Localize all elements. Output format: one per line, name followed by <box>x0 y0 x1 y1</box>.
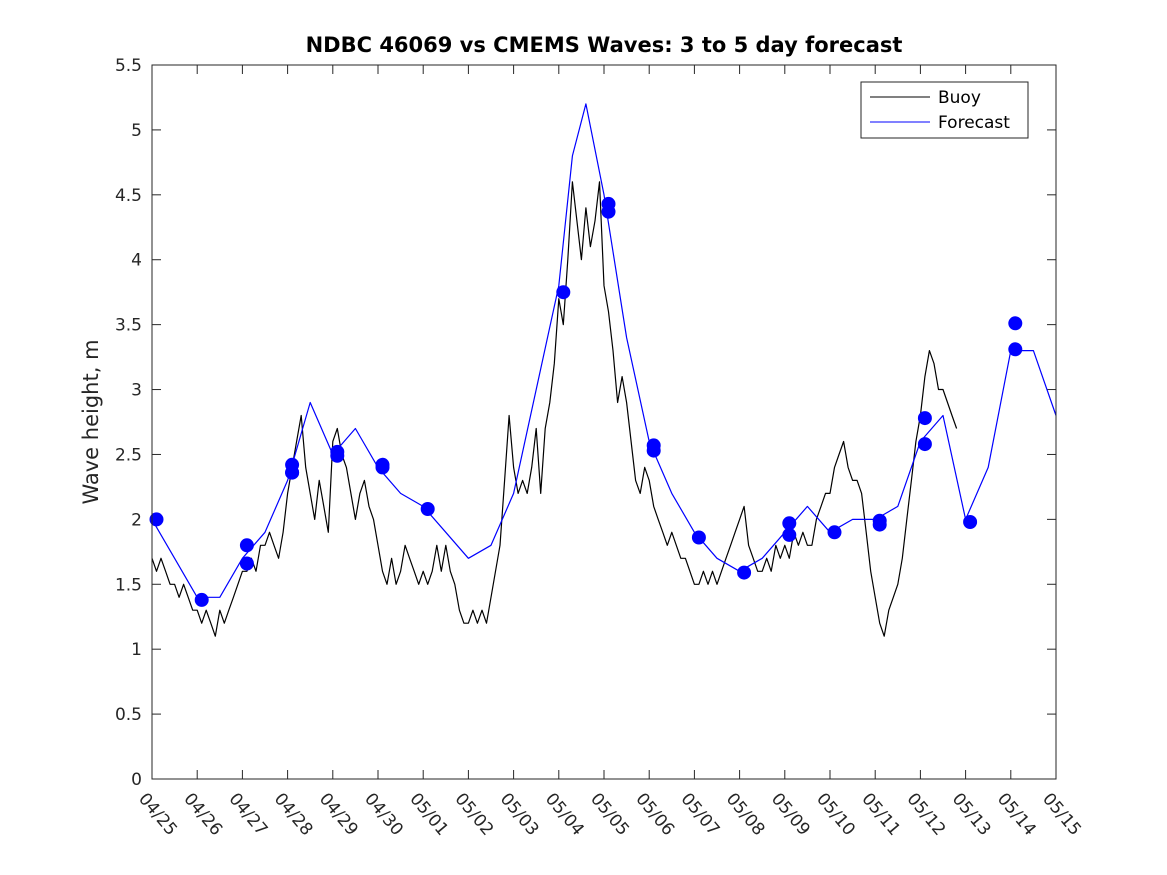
x-tick-label: 05/07 <box>677 789 724 839</box>
forecast-marker <box>963 515 978 529</box>
x-tick-label: 04/28 <box>270 789 317 839</box>
y-axis-ticks: 0 0.5 1 1.5 2 2.5 3 3.5 4 4.5 5 5.5 <box>115 56 1056 790</box>
x-tick-label: 05/02 <box>451 789 498 839</box>
forecast-marker <box>691 530 706 545</box>
y-tick-label: 4.5 <box>115 186 142 206</box>
forecast-marker <box>1008 342 1023 357</box>
y-tick-label: 3 <box>131 381 142 401</box>
forecast-marker <box>1008 316 1023 331</box>
y-tick-label: 1.5 <box>115 575 142 595</box>
series-line-forecast <box>151 103 1057 598</box>
plot-background <box>152 65 1056 779</box>
forecast-marker <box>556 285 571 300</box>
forecast-marker <box>330 448 345 463</box>
y-tick-label: 2.5 <box>115 445 142 465</box>
x-tick-label: 05/11 <box>857 789 904 839</box>
x-tick-label: 05/14 <box>993 789 1040 839</box>
y-tick-label: 4 <box>131 251 142 271</box>
series-line-buoy <box>151 181 958 637</box>
x-tick-label: 05/05 <box>586 789 633 839</box>
y-tick-label: 1 <box>131 640 142 660</box>
x-tick-label: 05/04 <box>541 789 588 839</box>
forecast-marker <box>917 411 932 426</box>
x-tick-label: 05/15 <box>1038 789 1085 839</box>
forecast-marker <box>239 538 254 553</box>
forecast-marker <box>782 516 797 531</box>
x-tick-label: 04/29 <box>315 789 362 839</box>
x-tick-label: 05/01 <box>405 789 452 839</box>
forecast-marker <box>149 512 164 527</box>
forecast-marker <box>917 437 932 452</box>
y-tick-label: 0.5 <box>115 705 142 725</box>
x-tick-label: 05/03 <box>496 789 543 839</box>
x-tick-label: 04/27 <box>225 789 272 839</box>
forecast-marker <box>375 460 390 475</box>
y-tick-label: 5 <box>131 121 142 141</box>
x-tick-label: 04/26 <box>179 789 226 839</box>
x-tick-label: 04/30 <box>360 789 407 839</box>
y-tick-label: 3.5 <box>115 316 142 336</box>
forecast-marker <box>646 443 661 458</box>
x-tick-label: 05/10 <box>812 789 859 839</box>
x-tick-label: 05/09 <box>767 789 814 839</box>
legend-label-forecast: Forecast <box>938 113 1010 133</box>
series-layer <box>151 103 1057 637</box>
legend-box <box>860 81 1029 139</box>
chart-title: NDBC 46069 vs CMEMS Waves: 3 to 5 day fo… <box>306 33 903 57</box>
forecast-marker <box>872 517 887 532</box>
legend-label-buoy: Buoy <box>938 88 981 108</box>
x-tick-label: 05/13 <box>948 789 995 839</box>
x-tick-label: 05/12 <box>903 789 950 839</box>
plot-frame <box>151 64 1057 780</box>
forecast-marker <box>782 527 797 542</box>
forecast-marker <box>285 465 300 480</box>
forecast-marker <box>601 204 616 219</box>
y-tick-label: 2 <box>131 510 142 530</box>
forecast-marker <box>420 502 435 516</box>
forecast-marker <box>239 556 254 571</box>
forecast-markers <box>149 196 1023 607</box>
y-axis-label: Wave height, m <box>79 339 103 504</box>
x-tick-label: 05/08 <box>722 789 769 839</box>
forecast-marker <box>827 525 842 540</box>
legend: Buoy Forecast <box>860 81 1029 139</box>
y-tick-label: 0 <box>131 770 142 790</box>
x-tick-label: 05/06 <box>631 789 678 839</box>
forecast-marker <box>194 592 209 607</box>
y-tick-label: 5.5 <box>115 56 142 76</box>
x-tick-label: 04/25 <box>134 789 181 839</box>
forecast-marker <box>737 565 752 580</box>
